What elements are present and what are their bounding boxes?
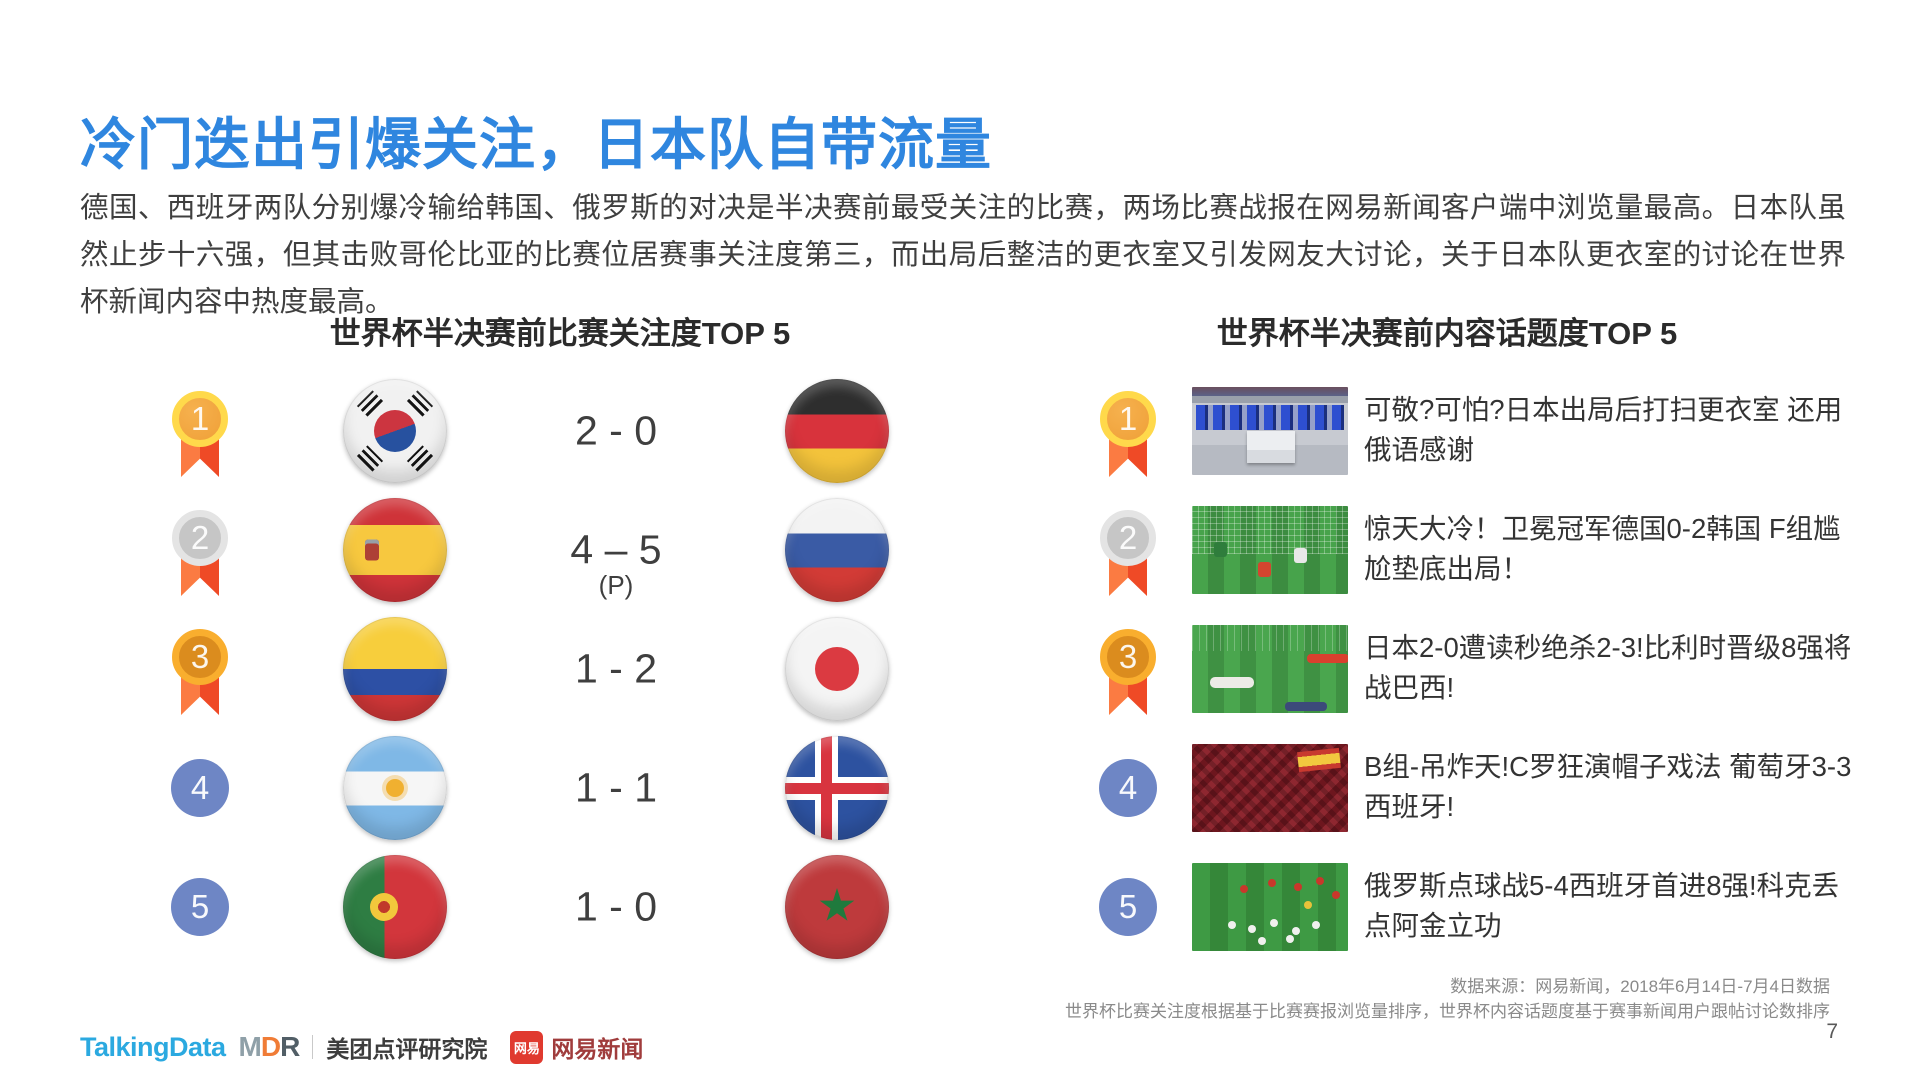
score-value: 2 - 0 <box>574 407 658 454</box>
news-thumbnail-germany-korea <box>1192 506 1348 594</box>
morocco-flag-icon <box>785 855 889 959</box>
intro-paragraph: 德国、西班牙两队分别爆冷输给韩国、俄罗斯的对决是半决赛前最受关注的比赛，两场比赛… <box>80 191 1846 318</box>
news-headline: 俄罗斯点球战5-4西班牙首进8强!科克丢点阿金立功 <box>1364 870 1840 941</box>
news-headline: 惊天大冷！卫冕冠军德国0-2韩国 F组尴尬垫底出局！ <box>1364 513 1841 584</box>
logo-divider <box>312 1035 314 1059</box>
iceland-flag-icon <box>785 736 889 840</box>
news-thumbnail-japan-belgium <box>1192 625 1348 713</box>
page-title: 冷门迭出引爆关注，日本队自带流量 <box>80 112 992 176</box>
netease-news-logo: 网易 网易新闻 <box>510 1030 643 1064</box>
russia-flag-icon <box>785 498 889 602</box>
mdr-letter: M <box>238 1031 262 1062</box>
score-value: 1 - 2 <box>574 645 658 692</box>
rank-circle-badge: 4 <box>171 759 229 817</box>
rank-number: 3 <box>172 629 228 685</box>
methodology-line: 世界杯比赛关注度根据基于比赛赛报浏览量排序，世界杯内容话题度基于赛事新闻用户跟帖… <box>1065 1002 1830 1021</box>
mdr-letter: R <box>280 1031 300 1062</box>
news-headline: B组-吊炸天!C罗狂演帽子戏法 葡萄牙3-3西班牙! <box>1364 751 1852 822</box>
germany-flag-icon <box>785 379 889 483</box>
score-value: 1 - 0 <box>574 883 658 930</box>
netease-icon: 网易 <box>510 1030 544 1064</box>
meituan-dianping-institute-logo: 美团点评研究院 <box>326 1036 488 1062</box>
argentina-flag-icon <box>343 736 447 840</box>
rank-number: 2 <box>1100 510 1156 566</box>
colombia-flag-icon <box>343 617 447 721</box>
talkingdata-logo: TalkingData <box>80 1031 226 1062</box>
south-korea-flag-icon <box>343 379 447 483</box>
news-headline: 可敬?可怕?日本出局后打扫更衣室 还用俄语感谢 <box>1364 394 1843 465</box>
rank-circle-badge: 5 <box>1099 878 1157 936</box>
data-source-line: 数据来源：网易新闻，2018年6月14日-7月4日数据 <box>1450 977 1830 996</box>
rank-number: 1 <box>172 391 228 447</box>
match-ranking-title: 世界杯半决赛前比赛关注度TOP 5 <box>329 316 791 351</box>
score-value: 4 – 5 <box>570 526 662 573</box>
page-number: 7 <box>1826 1020 1838 1043</box>
netease-news-wordmark: 网易新闻 <box>551 1036 644 1062</box>
portugal-flag-icon <box>343 855 447 959</box>
rank-circle-badge: 5 <box>171 878 229 936</box>
news-thumbnail-spain-fans <box>1192 744 1348 832</box>
news-headline: 日本2-0遭读秒绝杀2-3!比利时晋级8强将战巴西! <box>1364 632 1852 703</box>
topic-ranking-title: 世界杯半决赛前内容话题度TOP 5 <box>1216 316 1678 351</box>
japan-flag-icon <box>785 617 889 721</box>
news-thumbnail-russia-celebration <box>1192 863 1348 951</box>
rank-circle-badge: 4 <box>1099 759 1157 817</box>
news-thumbnail-locker-room <box>1192 387 1348 475</box>
score-note: (P) <box>598 570 634 600</box>
spain-flag-icon <box>343 498 447 602</box>
rank-number: 3 <box>1100 629 1156 685</box>
rank-number: 2 <box>172 510 228 566</box>
rank-number: 1 <box>1100 391 1156 447</box>
mdr-letter: D <box>260 1031 281 1062</box>
score-value: 1 - 1 <box>574 764 658 811</box>
